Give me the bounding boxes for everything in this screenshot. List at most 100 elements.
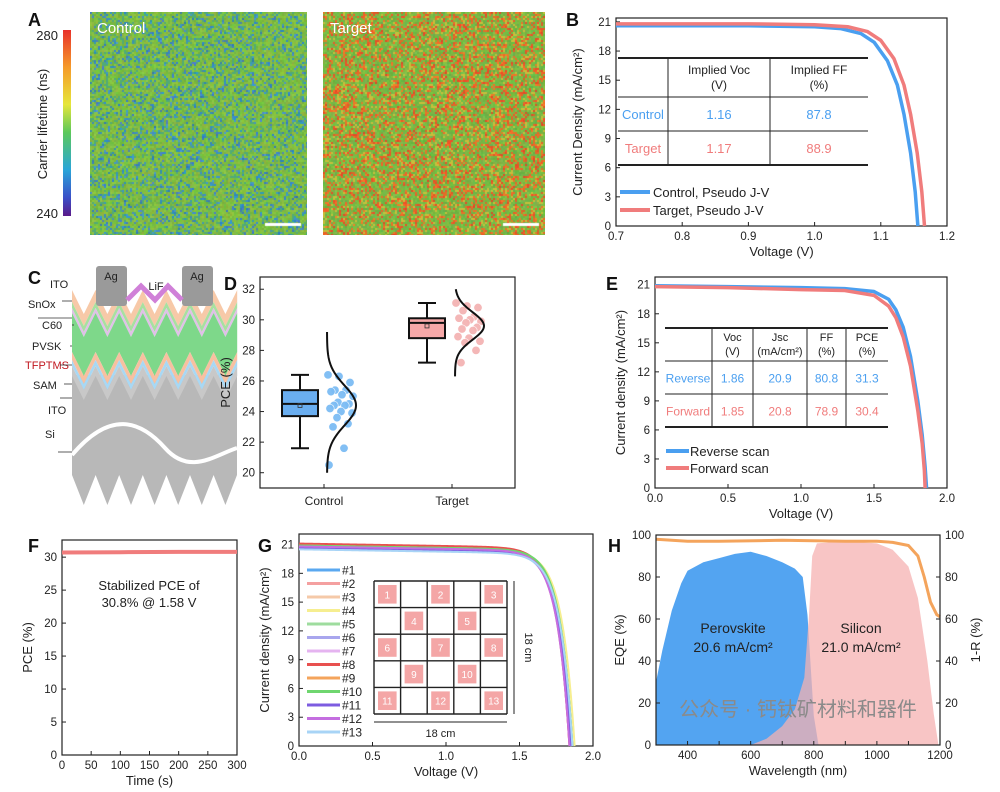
panel-label-h: H bbox=[608, 536, 621, 556]
data-point bbox=[337, 390, 347, 400]
y-tick-label: 18 bbox=[281, 568, 294, 580]
data-point bbox=[456, 358, 466, 368]
legend-label: Reverse scan bbox=[690, 444, 769, 459]
box-mean-marker bbox=[424, 323, 430, 329]
perovskite-eqe-area bbox=[656, 551, 819, 745]
panel-label-c: C bbox=[28, 268, 41, 288]
x-tick-label: 0.0 bbox=[647, 493, 663, 505]
y-tick-label: 21 bbox=[598, 17, 611, 29]
ito-top-layer bbox=[72, 290, 238, 326]
data-point bbox=[475, 336, 485, 346]
legend-label: #2 bbox=[342, 577, 356, 591]
height-label: 18 cm bbox=[522, 633, 534, 663]
device-cell bbox=[431, 691, 450, 710]
reflectance-line bbox=[655, 537, 941, 619]
x-tick-label: 1200 bbox=[927, 750, 953, 762]
annotation-line-1: Stabilized PCE of bbox=[98, 578, 200, 593]
ag-label: Ag bbox=[104, 271, 117, 283]
device-cell-number: 7 bbox=[438, 644, 444, 655]
jv-curve-forward-scan bbox=[654, 284, 927, 489]
legend-label: #6 bbox=[342, 631, 356, 645]
legend-label: #9 bbox=[342, 672, 356, 686]
x-tick-label: 1.1 bbox=[873, 231, 889, 243]
legend-label: Forward scan bbox=[690, 461, 769, 476]
y-axis-label: Current density (mA/cm²) bbox=[613, 310, 628, 455]
table-header: Jsc bbox=[772, 332, 789, 344]
data-point bbox=[454, 313, 464, 323]
lif-label: LiF bbox=[148, 281, 164, 293]
layer-label: Si bbox=[45, 429, 55, 441]
table-header-unit: (mA/cm²) bbox=[757, 346, 802, 358]
legend-label: Target, Pseudo J-V bbox=[653, 203, 764, 218]
table-header-unit: (V) bbox=[711, 78, 727, 92]
y-tick-label: 20 bbox=[44, 618, 57, 630]
x-tick-label: 200 bbox=[169, 760, 188, 772]
table-header: FF bbox=[820, 332, 834, 344]
data-point bbox=[457, 324, 467, 334]
table-header: Implied FF bbox=[791, 63, 848, 77]
x-axis-label: Voltage (V) bbox=[769, 506, 833, 521]
distribution-curve bbox=[454, 289, 486, 377]
y-tick-label: 22 bbox=[242, 437, 255, 449]
layer-label: ITO bbox=[50, 279, 69, 291]
device-cell-number: 11 bbox=[382, 697, 393, 708]
data-point bbox=[345, 377, 355, 387]
y-tick-label: 18 bbox=[637, 309, 650, 321]
x-tick-label: 2.0 bbox=[939, 493, 955, 505]
x-tick-label: 50 bbox=[85, 760, 98, 772]
jv-curve-device-13 bbox=[298, 548, 574, 747]
table-cell: 1.86 bbox=[721, 372, 745, 386]
target-map-title: Target bbox=[330, 20, 373, 37]
layer-label: SAM bbox=[33, 380, 57, 392]
table-cell: 78.9 bbox=[815, 405, 839, 419]
table-cell: 20.8 bbox=[768, 405, 792, 419]
y-tick-label: 6 bbox=[605, 163, 611, 175]
y-tick-label: 15 bbox=[598, 75, 611, 87]
lif-layer bbox=[125, 282, 184, 304]
y-tick-label: 6 bbox=[288, 683, 294, 695]
legend-label: #7 bbox=[342, 645, 356, 659]
x-tick-label: Target bbox=[435, 494, 469, 508]
data-point bbox=[471, 345, 481, 355]
distribution-curve bbox=[326, 332, 358, 473]
panel-label-a: A bbox=[28, 10, 41, 30]
y-tick-label: 3 bbox=[605, 192, 611, 204]
device-cell-number: 12 bbox=[435, 697, 447, 708]
y-tick-label: 9 bbox=[288, 655, 294, 667]
table-header: PCE bbox=[856, 332, 879, 344]
device-cell bbox=[378, 691, 397, 710]
device-cell bbox=[484, 638, 503, 657]
legend-label: #8 bbox=[342, 658, 356, 672]
panel-label-b: B bbox=[566, 10, 579, 30]
y-tick-label: 0 bbox=[51, 750, 57, 762]
sam-layer bbox=[72, 360, 238, 390]
device-cell bbox=[404, 611, 424, 631]
ag-electrode-right bbox=[182, 266, 213, 306]
y-tick-label: 24 bbox=[242, 407, 255, 419]
data-point bbox=[325, 403, 335, 413]
table-row-label: Control bbox=[622, 107, 664, 122]
width-label: 18 cm bbox=[426, 728, 456, 740]
y-tick-label: 25 bbox=[44, 585, 57, 597]
sno2-layer bbox=[72, 302, 238, 332]
right-y-tick-label: 80 bbox=[945, 572, 958, 584]
x-tick-label: 600 bbox=[741, 750, 760, 762]
data-point bbox=[323, 370, 333, 380]
table-cell-ff: 87.8 bbox=[806, 107, 831, 122]
legend-label: #12 bbox=[342, 712, 362, 726]
y-axis-label: PCE (%) bbox=[218, 357, 233, 408]
x-tick-label: 0.9 bbox=[740, 231, 756, 243]
layer-label: SnOx bbox=[28, 299, 56, 311]
table-cell: 20.9 bbox=[768, 372, 792, 386]
ag-electrode-left bbox=[96, 266, 127, 306]
si-wave-line bbox=[70, 422, 238, 465]
x-tick-label: 1.0 bbox=[807, 231, 823, 243]
data-point bbox=[343, 419, 353, 429]
data-point bbox=[468, 326, 478, 336]
legend-label: Control, Pseudo J-V bbox=[653, 185, 770, 200]
y-tick-label: 18 bbox=[598, 46, 611, 58]
perovskite-layer bbox=[72, 313, 238, 376]
table-cell: 30.4 bbox=[855, 405, 879, 419]
